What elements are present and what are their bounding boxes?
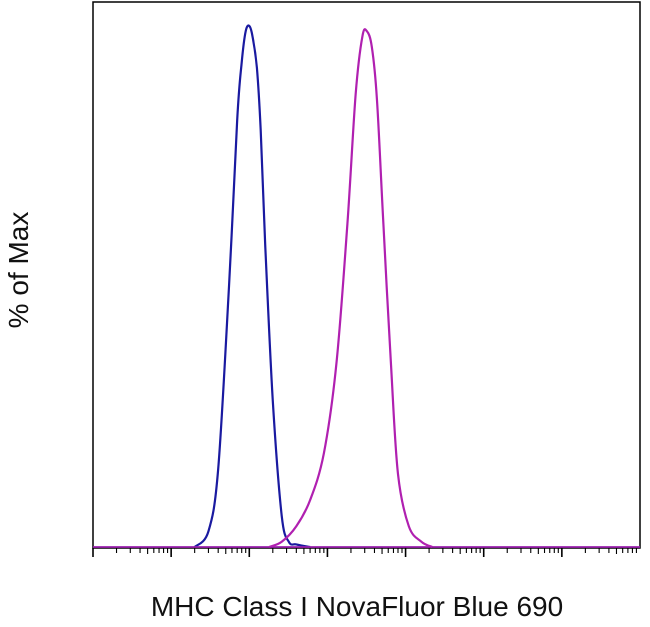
series-line-0 xyxy=(193,24,311,549)
x-axis-ticks xyxy=(92,548,637,557)
series-layer xyxy=(93,24,640,549)
series-line-1 xyxy=(268,28,433,549)
plot-frame xyxy=(92,1,641,549)
y-axis-label: % of Max xyxy=(3,212,34,329)
x-axis-label: MHC Class I NovaFluor Blue 690 xyxy=(151,591,563,622)
